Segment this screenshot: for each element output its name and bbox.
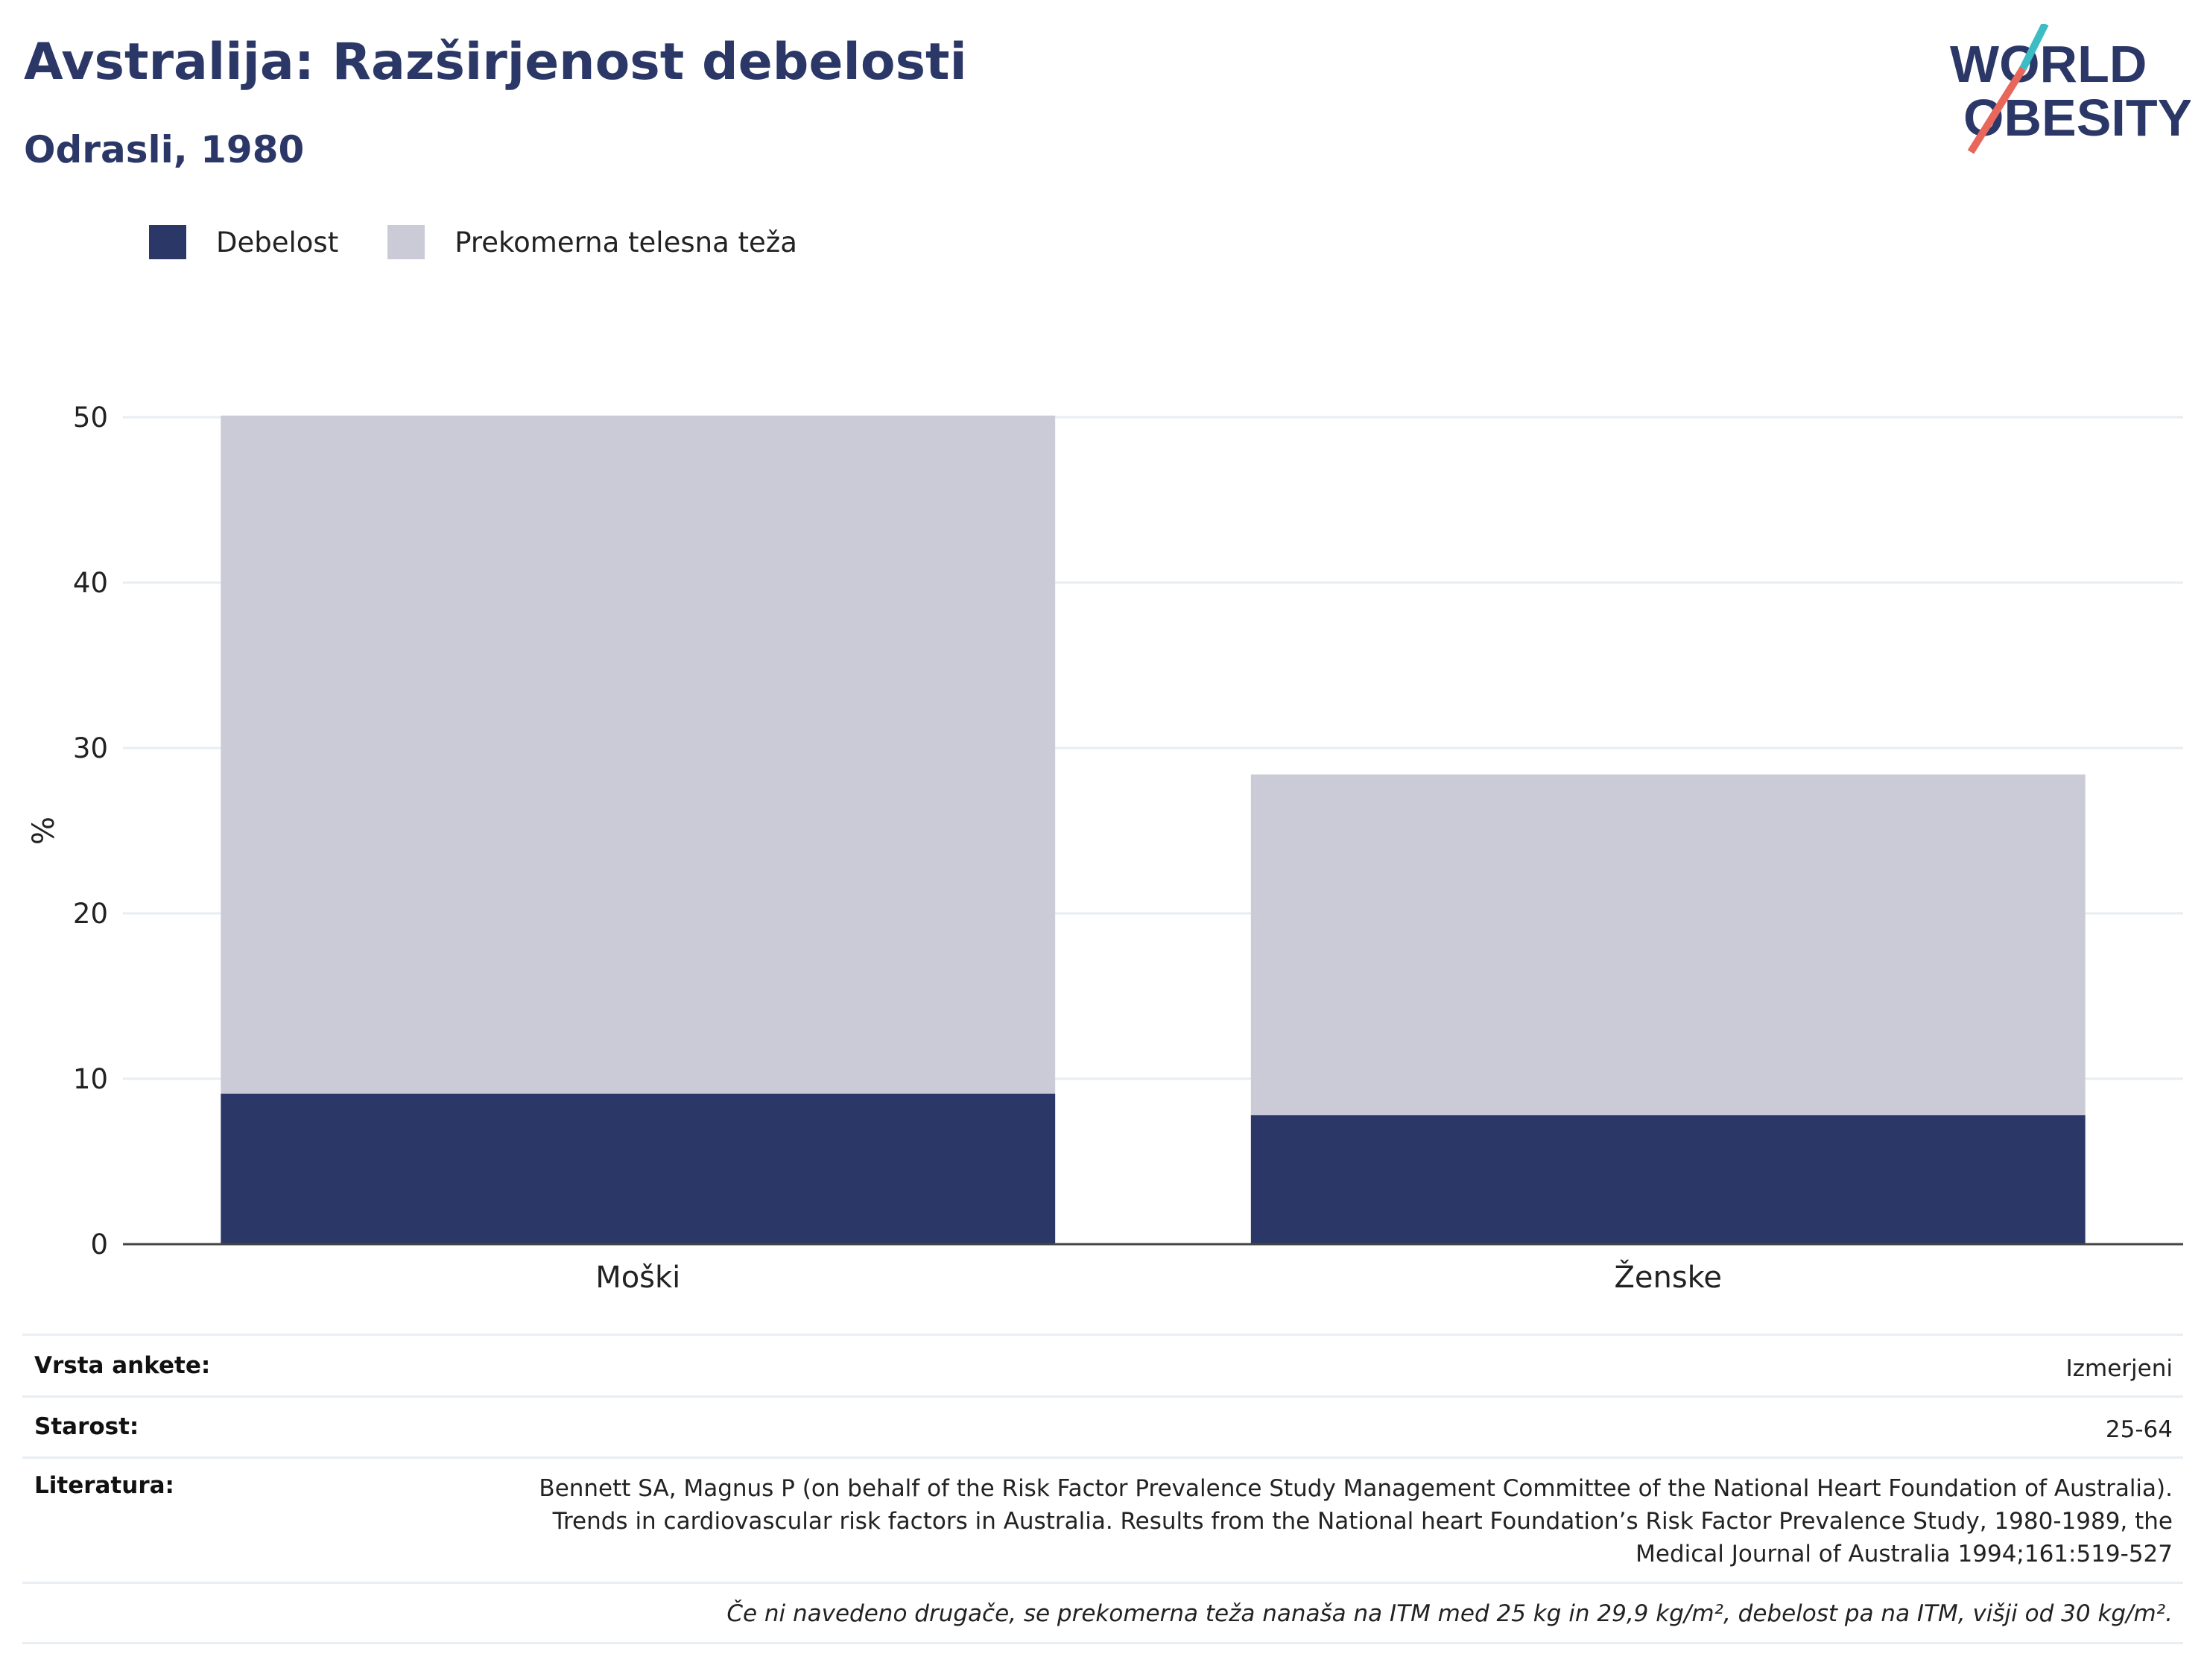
y-tick-label: 40	[73, 567, 108, 599]
info-table: Vrsta ankete: Izmerjeni Starost: 25-64 L…	[22, 1334, 2183, 1644]
chart-legend: Debelost Prekomerna telesna teža	[149, 225, 846, 259]
y-tick-label: 50	[73, 402, 108, 434]
y-axis-label: %	[27, 817, 61, 845]
literature-row: Literatura: Bennett SA, Magnus P (on beh…	[22, 1456, 2183, 1582]
x-tick-label: Moški	[595, 1261, 680, 1295]
age-row: Starost: 25-64	[22, 1395, 2183, 1456]
y-tick-label: 10	[73, 1063, 108, 1095]
y-tick-label: 30	[73, 732, 108, 764]
bar-prekomerna-1	[1250, 774, 2086, 1115]
chart-subtitle: Odrasli, 1980	[24, 128, 305, 171]
logo-slash-top	[2019, 24, 2049, 71]
y-tick-label: 0	[90, 1229, 108, 1261]
age-value: 25-64	[2105, 1416, 2173, 1443]
literature-value: Bennett SA, Magnus P (on behalf of the R…	[539, 1475, 2173, 1568]
x-tick-label: Ženske	[1614, 1259, 1722, 1295]
bar-debelost-0	[221, 1093, 1056, 1244]
bar-chart: 0 10 20 30 40 50% Moški Ženske	[27, 402, 2183, 1295]
note-row: Če ni navedeno drugače, se prekomerna te…	[22, 1582, 2183, 1644]
bar-debelost-1	[1250, 1115, 2086, 1244]
legend-label-prekomerna: Prekomerna telesna teža	[455, 226, 797, 259]
age-label: Starost:	[34, 1413, 139, 1440]
logo-slash-bottom	[1967, 66, 2027, 154]
logo-line1: WORLD	[1950, 35, 2147, 93]
legend-swatch-prekomerna	[387, 225, 425, 259]
legend-item-prekomerna: Prekomerna telesna teža	[387, 225, 797, 259]
chart-title: Avstralija: Razširjenost debelosti	[24, 33, 967, 92]
literature-label: Literatura:	[34, 1472, 174, 1499]
bar-prekomerna-0	[221, 415, 1056, 1094]
definition-note: Če ni navedeno drugače, se prekomerna te…	[726, 1600, 2173, 1627]
survey-type-value: Izmerjeni	[2065, 1355, 2173, 1382]
survey-type-row: Vrsta ankete: Izmerjeni	[22, 1334, 2183, 1395]
legend-swatch-debelost	[149, 225, 186, 259]
legend-label-debelost: Debelost	[216, 226, 339, 259]
world-obesity-logo: WORLD OBESITY	[1950, 24, 2191, 154]
y-tick-label: 20	[73, 898, 108, 930]
legend-item-debelost: Debelost	[149, 225, 338, 259]
logo-line2: OBESITY	[1963, 89, 2191, 147]
survey-type-label: Vrsta ankete:	[34, 1352, 211, 1379]
